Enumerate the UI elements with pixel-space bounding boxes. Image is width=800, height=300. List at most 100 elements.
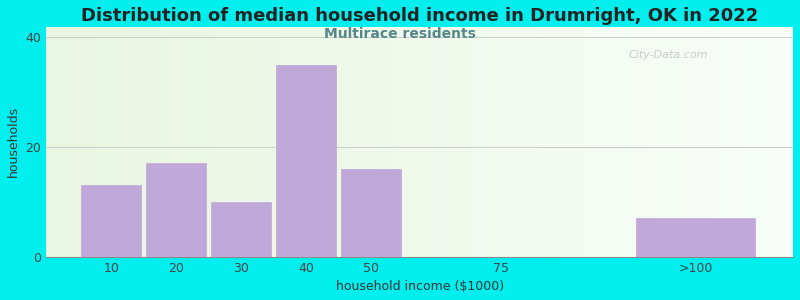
Bar bbox=[416, 26, 420, 256]
Bar bbox=[730, 26, 734, 256]
Bar bbox=[259, 26, 263, 256]
Bar bbox=[353, 26, 356, 256]
Bar bbox=[83, 26, 87, 256]
Bar bbox=[207, 26, 210, 256]
Bar bbox=[434, 26, 438, 256]
Bar bbox=[599, 26, 602, 256]
Bar bbox=[72, 26, 76, 256]
Bar bbox=[87, 26, 91, 256]
Bar bbox=[211, 202, 271, 256]
Bar bbox=[170, 26, 173, 256]
Bar bbox=[326, 26, 330, 256]
Bar bbox=[382, 26, 386, 256]
Bar bbox=[584, 26, 588, 256]
Bar bbox=[378, 26, 382, 256]
Bar bbox=[465, 26, 468, 256]
Bar bbox=[54, 26, 58, 256]
Bar bbox=[420, 26, 423, 256]
Bar bbox=[266, 26, 270, 256]
Bar bbox=[651, 26, 655, 256]
Bar bbox=[472, 26, 476, 256]
Bar bbox=[498, 26, 502, 256]
Bar bbox=[98, 26, 102, 256]
Bar bbox=[233, 26, 237, 256]
Bar bbox=[737, 26, 741, 256]
Bar bbox=[188, 26, 192, 256]
Text: City-Data.com: City-Data.com bbox=[629, 50, 708, 59]
Bar bbox=[50, 26, 54, 256]
Bar bbox=[681, 26, 685, 256]
Bar bbox=[345, 26, 349, 256]
Bar bbox=[774, 26, 778, 256]
Bar bbox=[535, 26, 539, 256]
Bar bbox=[666, 26, 670, 256]
Bar bbox=[248, 26, 252, 256]
Bar bbox=[662, 26, 666, 256]
Bar bbox=[311, 26, 315, 256]
Bar bbox=[678, 26, 681, 256]
Bar bbox=[199, 26, 203, 256]
Bar bbox=[121, 26, 125, 256]
Bar bbox=[490, 26, 494, 256]
Bar bbox=[297, 26, 300, 256]
Bar bbox=[147, 26, 150, 256]
Bar bbox=[513, 26, 517, 256]
Bar bbox=[289, 26, 293, 256]
Bar bbox=[767, 26, 770, 256]
Bar bbox=[748, 26, 752, 256]
Bar bbox=[226, 26, 230, 256]
Bar bbox=[468, 26, 472, 256]
Bar bbox=[479, 26, 483, 256]
Bar bbox=[427, 26, 431, 256]
Bar bbox=[94, 26, 98, 256]
Bar bbox=[322, 26, 326, 256]
Bar bbox=[782, 26, 786, 256]
Bar bbox=[146, 164, 206, 256]
Bar bbox=[610, 26, 614, 256]
Bar bbox=[330, 26, 334, 256]
Bar bbox=[614, 26, 618, 256]
Bar bbox=[461, 26, 465, 256]
Bar bbox=[510, 26, 513, 256]
Bar bbox=[270, 26, 274, 256]
Bar bbox=[106, 26, 110, 256]
Bar bbox=[532, 26, 535, 256]
Bar bbox=[633, 26, 636, 256]
Bar bbox=[58, 26, 61, 256]
Bar bbox=[136, 26, 139, 256]
Bar bbox=[125, 26, 128, 256]
Bar bbox=[685, 26, 689, 256]
Bar bbox=[252, 26, 255, 256]
Bar bbox=[315, 26, 319, 256]
Bar bbox=[162, 26, 166, 256]
Bar bbox=[274, 26, 278, 256]
Bar bbox=[506, 26, 510, 256]
Bar bbox=[554, 26, 558, 256]
Bar bbox=[375, 26, 378, 256]
Bar bbox=[390, 26, 394, 256]
Bar bbox=[278, 26, 282, 256]
Bar bbox=[300, 26, 304, 256]
Bar bbox=[494, 26, 498, 256]
Bar bbox=[502, 26, 506, 256]
Bar bbox=[286, 26, 289, 256]
Bar bbox=[759, 26, 763, 256]
Bar bbox=[244, 26, 248, 256]
Bar bbox=[550, 26, 554, 256]
Bar bbox=[76, 26, 80, 256]
Bar bbox=[367, 26, 371, 256]
Bar bbox=[580, 26, 584, 256]
Bar bbox=[454, 26, 457, 256]
Bar bbox=[371, 26, 375, 256]
Bar bbox=[670, 26, 674, 256]
Bar bbox=[703, 26, 707, 256]
Y-axis label: households: households bbox=[7, 106, 20, 177]
Bar bbox=[714, 26, 718, 256]
Bar bbox=[752, 26, 756, 256]
Bar bbox=[319, 26, 322, 256]
Bar bbox=[558, 26, 562, 256]
Bar bbox=[139, 26, 143, 256]
Bar bbox=[349, 26, 353, 256]
Bar bbox=[412, 26, 416, 256]
Bar bbox=[528, 26, 532, 256]
